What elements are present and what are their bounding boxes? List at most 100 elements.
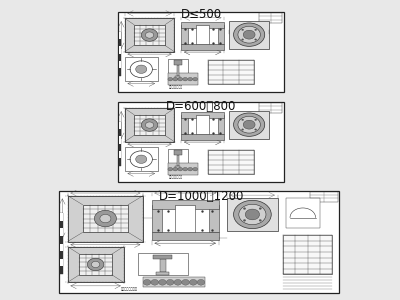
Bar xyxy=(119,68,121,76)
Circle shape xyxy=(255,39,256,40)
Circle shape xyxy=(141,29,158,41)
Circle shape xyxy=(159,279,166,285)
Bar xyxy=(156,272,169,275)
Bar xyxy=(60,236,63,244)
Circle shape xyxy=(92,261,100,268)
Bar xyxy=(68,247,124,282)
Circle shape xyxy=(197,279,205,285)
Text: D=600～800: D=600～800 xyxy=(166,100,236,113)
Bar xyxy=(60,213,63,274)
Bar xyxy=(83,205,128,232)
Circle shape xyxy=(182,279,189,285)
Bar xyxy=(143,277,205,287)
Circle shape xyxy=(168,77,173,81)
Bar xyxy=(168,149,188,169)
Text: 检查井盖板配筋图: 检查井盖板配筋图 xyxy=(169,176,183,180)
Bar xyxy=(118,102,284,182)
Circle shape xyxy=(174,279,182,285)
Bar xyxy=(229,111,269,139)
Circle shape xyxy=(136,65,147,74)
Circle shape xyxy=(243,30,255,39)
Bar xyxy=(119,32,121,39)
Circle shape xyxy=(243,220,246,221)
Bar xyxy=(134,115,165,135)
Bar xyxy=(181,112,224,118)
Circle shape xyxy=(234,23,265,46)
Bar xyxy=(60,266,63,274)
Bar xyxy=(176,65,179,76)
Bar xyxy=(118,12,284,92)
Bar xyxy=(119,54,121,61)
Bar xyxy=(174,151,182,155)
Circle shape xyxy=(145,122,154,128)
Circle shape xyxy=(173,167,178,171)
Circle shape xyxy=(183,77,188,81)
Bar xyxy=(168,73,198,85)
Bar xyxy=(152,232,219,241)
Bar xyxy=(174,61,182,65)
Bar xyxy=(119,136,121,144)
Text: 检查井盖板配筋图: 检查井盖板配筋图 xyxy=(121,287,138,291)
Bar xyxy=(181,26,188,44)
Bar xyxy=(60,220,63,228)
Circle shape xyxy=(151,279,158,285)
Circle shape xyxy=(183,167,188,171)
Circle shape xyxy=(141,119,158,131)
Bar xyxy=(259,13,282,23)
Circle shape xyxy=(188,167,192,171)
Bar xyxy=(196,26,209,44)
Bar xyxy=(218,26,224,44)
Circle shape xyxy=(178,167,183,171)
Circle shape xyxy=(168,167,173,171)
Bar xyxy=(125,108,174,142)
Circle shape xyxy=(242,129,244,130)
Bar xyxy=(125,18,174,52)
Bar xyxy=(153,254,172,260)
Bar xyxy=(125,57,158,81)
Circle shape xyxy=(145,32,154,38)
Bar xyxy=(119,158,121,166)
Bar xyxy=(138,253,188,275)
Circle shape xyxy=(242,29,244,31)
Circle shape xyxy=(94,210,116,227)
Bar xyxy=(259,103,282,113)
Circle shape xyxy=(238,26,260,43)
Bar xyxy=(310,191,338,202)
Circle shape xyxy=(100,214,111,223)
Circle shape xyxy=(255,129,256,130)
Bar xyxy=(119,122,121,129)
Bar xyxy=(68,196,143,242)
Text: D≤500: D≤500 xyxy=(181,8,222,21)
Circle shape xyxy=(234,200,271,229)
Bar xyxy=(286,198,320,228)
Circle shape xyxy=(255,119,256,121)
Bar xyxy=(229,21,269,49)
Bar xyxy=(283,236,332,274)
Bar xyxy=(119,32,121,76)
Bar xyxy=(60,259,63,266)
Bar xyxy=(119,61,121,68)
Bar xyxy=(119,151,121,158)
Bar xyxy=(134,25,165,45)
Circle shape xyxy=(255,29,256,31)
Bar xyxy=(168,163,198,175)
Bar xyxy=(175,206,195,233)
Circle shape xyxy=(136,155,147,164)
Bar xyxy=(152,200,219,209)
Circle shape xyxy=(242,39,244,40)
Circle shape xyxy=(245,209,260,220)
Bar xyxy=(60,213,63,220)
Circle shape xyxy=(239,204,266,225)
Text: 检查井盖板配筋图: 检查井盖板配筋图 xyxy=(169,86,183,90)
Bar xyxy=(209,206,219,233)
Bar xyxy=(168,59,188,79)
Bar xyxy=(181,22,224,28)
Bar xyxy=(181,116,188,134)
Bar xyxy=(119,39,121,46)
Bar xyxy=(79,254,112,275)
Circle shape xyxy=(259,208,262,209)
Circle shape xyxy=(190,279,197,285)
Bar xyxy=(125,147,158,171)
Bar xyxy=(181,44,224,50)
Bar xyxy=(175,166,180,169)
